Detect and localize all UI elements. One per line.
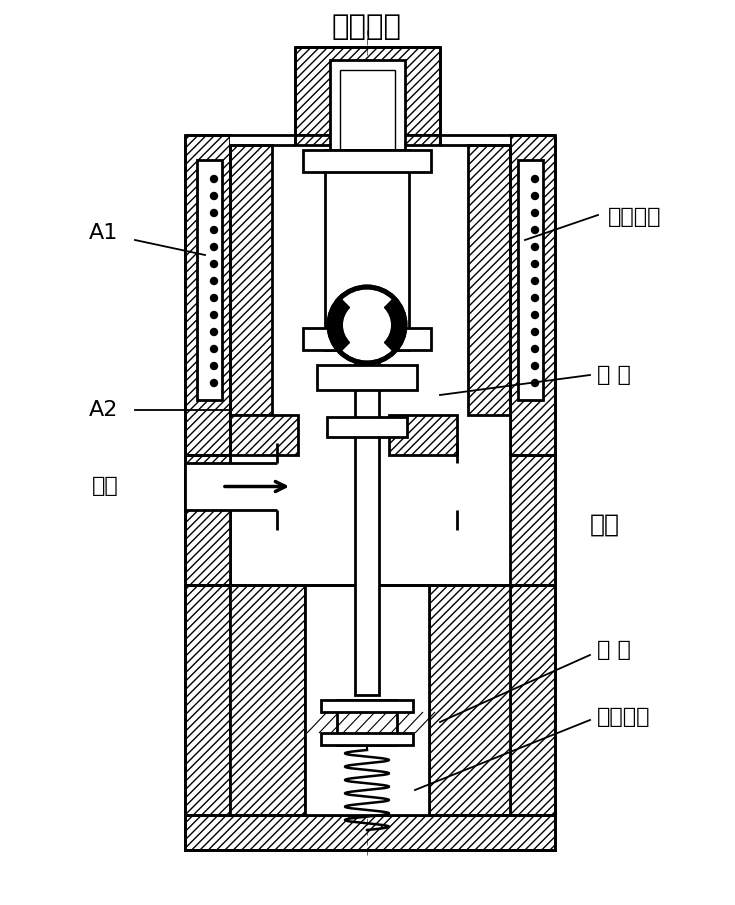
Text: 出口: 出口 (590, 513, 620, 537)
Circle shape (531, 311, 539, 319)
Circle shape (210, 193, 218, 199)
Text: 励磁线圈: 励磁线圈 (608, 207, 662, 227)
Bar (230, 135, 510, 850)
Bar (185, 585, 230, 850)
Circle shape (210, 379, 218, 386)
Circle shape (531, 261, 539, 268)
Text: 复位弹簧: 复位弹簧 (597, 707, 650, 727)
Bar (230, 585, 305, 815)
Bar (185, 455, 230, 585)
Bar (277, 463, 457, 510)
Bar (295, 135, 440, 145)
Circle shape (531, 176, 539, 183)
Bar (330, 135, 405, 145)
Bar (321, 733, 413, 745)
Bar (303, 150, 431, 172)
Circle shape (210, 226, 218, 233)
Circle shape (531, 346, 539, 353)
Text: 入口: 入口 (92, 477, 118, 497)
Text: 活 塞: 活 塞 (597, 640, 631, 660)
Circle shape (531, 193, 539, 199)
Circle shape (210, 311, 218, 319)
Circle shape (210, 278, 218, 284)
Wedge shape (329, 298, 350, 352)
Bar (197, 160, 222, 400)
Bar (305, 585, 429, 815)
Circle shape (210, 176, 218, 183)
Circle shape (531, 363, 539, 369)
Bar (230, 415, 298, 455)
Text: A2: A2 (89, 400, 118, 420)
Circle shape (531, 329, 539, 336)
Circle shape (210, 261, 218, 268)
Text: A1: A1 (89, 223, 118, 243)
Circle shape (531, 209, 539, 216)
Circle shape (210, 209, 218, 216)
Circle shape (210, 346, 218, 353)
Bar (389, 415, 457, 455)
Circle shape (210, 329, 218, 336)
Bar (185, 135, 230, 850)
Bar (518, 160, 543, 400)
Bar (295, 47, 440, 135)
Circle shape (531, 243, 539, 251)
Bar (510, 455, 555, 585)
Circle shape (210, 294, 218, 301)
Bar (185, 463, 260, 510)
Bar (510, 135, 555, 850)
Bar (429, 585, 510, 815)
Bar (340, 70, 395, 305)
Bar (321, 700, 413, 712)
Circle shape (531, 294, 539, 301)
Bar (185, 815, 555, 850)
Text: 阀 芯: 阀 芯 (597, 365, 631, 385)
Circle shape (329, 287, 405, 363)
Bar (303, 328, 431, 350)
Bar (337, 700, 397, 745)
Bar (327, 417, 407, 437)
Circle shape (210, 363, 218, 369)
Text: 断电状态: 断电状态 (332, 13, 402, 41)
Wedge shape (384, 298, 405, 352)
Bar (510, 585, 555, 850)
Bar (317, 365, 417, 390)
Circle shape (531, 226, 539, 233)
Bar (325, 150, 409, 350)
Circle shape (531, 278, 539, 284)
Bar (185, 455, 230, 585)
Bar (330, 60, 405, 315)
Circle shape (531, 379, 539, 386)
Bar (230, 145, 272, 415)
Bar (355, 315, 379, 695)
Bar (468, 145, 510, 415)
Circle shape (210, 243, 218, 251)
